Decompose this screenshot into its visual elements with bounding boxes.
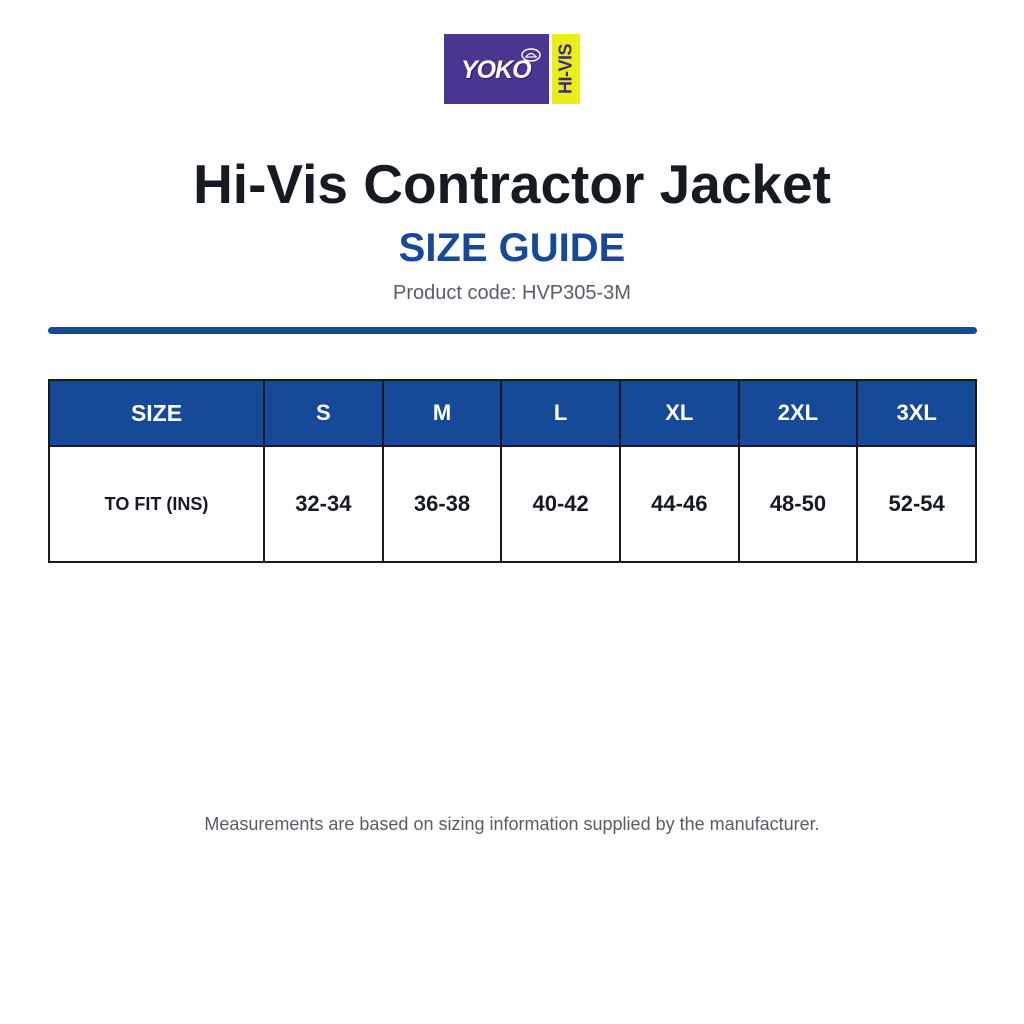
logo-side-text: HI-VIS [555, 43, 576, 95]
table-cell: 48-50 [737, 445, 859, 563]
header-cell: S [263, 379, 384, 447]
product-code: Product code: HVP305-3M [393, 282, 631, 304]
brand-logo: YOKO HI-VIS [444, 34, 580, 104]
table-cell: 44-46 [618, 445, 740, 563]
footnote: Measurements are based on sizing informa… [204, 814, 820, 834]
page-subtitle: SIZE GUIDE [398, 226, 626, 270]
table-cell: 32-34 [263, 445, 384, 563]
logo-wordmark: YOKO [461, 56, 532, 84]
logo-side-panel: HI-VIS [549, 34, 580, 104]
table-cell: 36-38 [381, 445, 503, 563]
page-title: Hi-Vis Contractor Jacket [193, 153, 831, 215]
header-cell-size: SIZE [48, 379, 265, 447]
table-header-row: SIZE S M L XL 2XL 3XL [48, 379, 977, 447]
header-divider [48, 327, 977, 334]
table-cell: 40-42 [500, 445, 621, 563]
table-row: TO FIT (INS) 32-34 36-38 40-42 44-46 48-… [48, 445, 977, 563]
header-cell: M [381, 379, 503, 447]
size-table: SIZE S M L XL 2XL 3XL TO FIT (INS) 32-34… [48, 379, 977, 563]
header-cell: L [500, 379, 621, 447]
header-cell: 2XL [737, 379, 859, 447]
logo-main-panel: YOKO [444, 34, 549, 104]
header-cell: 3XL [856, 379, 977, 447]
header-cell: XL [618, 379, 740, 447]
table-cell: 52-54 [856, 445, 977, 563]
row-label: TO FIT (INS) [48, 445, 265, 563]
logo-badge-icon [521, 48, 541, 62]
